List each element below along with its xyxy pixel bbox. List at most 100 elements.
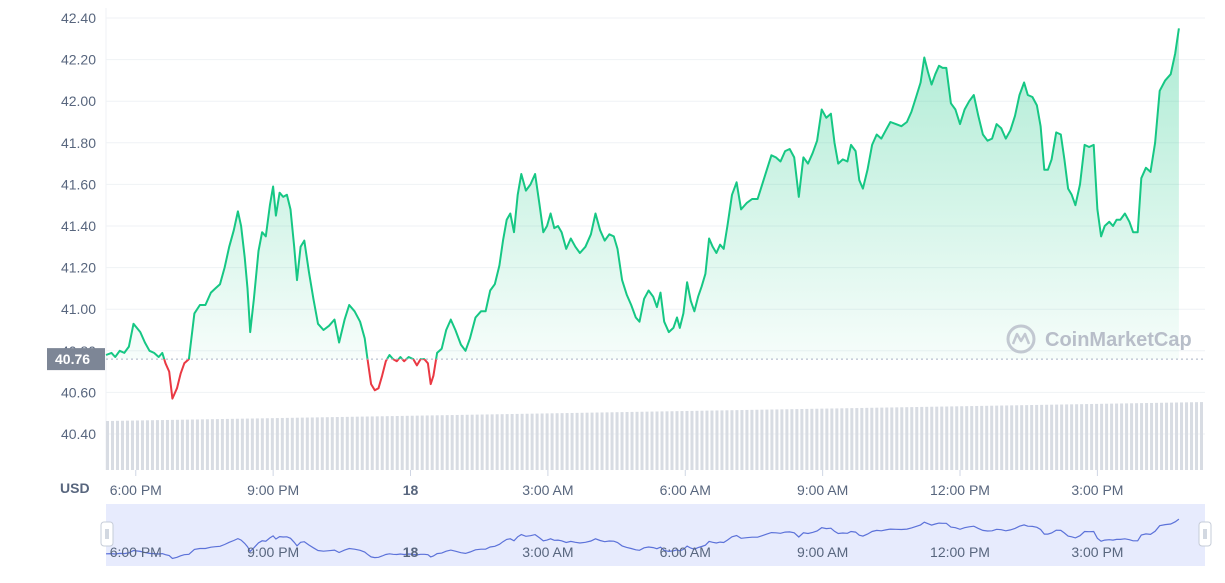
volume-bar — [630, 411, 634, 470]
volume-bar — [930, 406, 934, 470]
volume-bar — [180, 419, 184, 470]
navigator-line-group — [105, 518, 1180, 560]
y-tick-label: 40.40 — [61, 426, 96, 442]
volume-bar — [1120, 403, 1124, 470]
volume-bar — [635, 411, 639, 470]
navigator-time-label: 6:00 AM — [660, 544, 711, 560]
x-tick-label: 9:00 PM — [247, 482, 299, 498]
volume-bar — [235, 418, 239, 470]
y-tick-label: 41.40 — [61, 218, 96, 234]
volume-bar — [1005, 405, 1009, 470]
volume-bar — [775, 409, 779, 470]
y-tick-label: 42.40 — [61, 10, 96, 26]
volume-bar — [1035, 404, 1039, 470]
volume-bar — [910, 407, 914, 470]
volume-bar — [115, 420, 119, 470]
volume-bar — [415, 415, 419, 470]
volume-bar — [840, 408, 844, 470]
volume-bar — [455, 414, 459, 470]
volume-bar — [320, 417, 324, 470]
volume-bar — [410, 415, 414, 470]
navigator-left-handle[interactable] — [100, 521, 114, 547]
volume-bar — [545, 413, 549, 470]
volume-bar — [195, 419, 199, 470]
current-value-tag — [47, 348, 105, 371]
y-tick-label: 41.00 — [61, 301, 96, 317]
volume-bar — [1180, 402, 1184, 470]
volume-bar — [425, 415, 429, 470]
volume-bar — [1190, 402, 1194, 470]
volume-bar — [250, 418, 254, 470]
volume-bar — [130, 420, 134, 470]
volume-bar — [530, 413, 534, 470]
volume-bar — [540, 413, 544, 470]
volume-bar — [885, 407, 889, 470]
volume-bar — [715, 410, 719, 470]
volume-bar — [935, 406, 939, 470]
volume-bar — [1040, 404, 1044, 470]
volume-bar — [670, 411, 674, 470]
volume-bar — [1025, 405, 1029, 470]
range-navigator[interactable]: 6:00 PM 9:00 PM 18 3:00 AM 6:00 AM 9:00 AM 12:… — [100, 504, 1212, 566]
volume-bar — [690, 410, 694, 470]
volume-bar — [155, 420, 159, 470]
volume-bar — [880, 407, 884, 470]
price-area-fill — [106, 28, 1179, 360]
volume-bar — [1130, 403, 1134, 470]
volume-bar — [225, 418, 229, 470]
volume-bar — [400, 415, 404, 470]
x-tick-label: 6:00 AM — [660, 482, 711, 498]
volume-bar — [1070, 404, 1074, 470]
y-axis-ticks: 40.4040.6040.8041.0041.2041.4041.6041.80… — [61, 10, 96, 442]
volume-bar — [1155, 402, 1159, 470]
volume-bar — [280, 417, 284, 470]
y-tick-label: 41.80 — [61, 135, 96, 151]
currency-unit-label: USD — [60, 480, 90, 496]
volume-bar — [575, 412, 579, 470]
volume-bar — [890, 407, 894, 470]
coinmarketcap-watermark: CoinMarketCap — [1006, 324, 1192, 354]
y-tick-label: 41.20 — [61, 260, 96, 276]
volume-bar — [1030, 405, 1034, 470]
volume-bar — [260, 418, 264, 470]
volume-bar — [650, 411, 654, 470]
volume-bar — [240, 418, 244, 470]
volume-bar — [185, 419, 189, 470]
volume-bar — [165, 419, 169, 470]
volume-bar — [660, 411, 664, 470]
volume-bar — [170, 419, 174, 470]
navigator-time-label: 6:00 PM — [110, 544, 162, 560]
volume-bar — [220, 419, 224, 470]
volume-bar — [770, 409, 774, 470]
volume-bar — [675, 411, 679, 470]
volume-bar — [465, 414, 469, 470]
volume-bar — [1145, 403, 1149, 470]
volume-bar — [560, 413, 564, 470]
volume-bar — [120, 420, 124, 470]
volume-bar — [605, 412, 609, 470]
volume-bar — [1165, 402, 1169, 470]
current-value-marker: 40.76 — [47, 348, 1205, 371]
volume-bar — [735, 410, 739, 470]
volume-bar — [1125, 403, 1129, 470]
volume-bar — [1140, 403, 1144, 470]
volume-bar — [655, 411, 659, 470]
navigator-selection[interactable] — [106, 504, 1205, 566]
x-tick-label: 9:00 AM — [797, 482, 848, 498]
volume-bar — [570, 412, 574, 470]
x-axis-ticks: 6:00 PM 9:00 PM 18 3:00 AM 6:00 AM 9:00 AM 12:… — [110, 470, 1123, 498]
volume-bar — [1085, 404, 1089, 470]
y-tick-label: 40.60 — [61, 384, 96, 400]
navigator-time-label: 12:00 PM — [930, 544, 990, 560]
volume-bar — [990, 405, 994, 470]
volume-bar — [350, 416, 354, 470]
volume-bar — [200, 419, 204, 470]
volume-bar — [995, 405, 999, 470]
volume-bar — [625, 412, 629, 470]
volume-bar — [940, 406, 944, 470]
volume-bar — [565, 413, 569, 470]
volume-bar — [680, 411, 684, 470]
volume-bar — [640, 411, 644, 470]
navigator-right-handle[interactable] — [1198, 521, 1212, 547]
